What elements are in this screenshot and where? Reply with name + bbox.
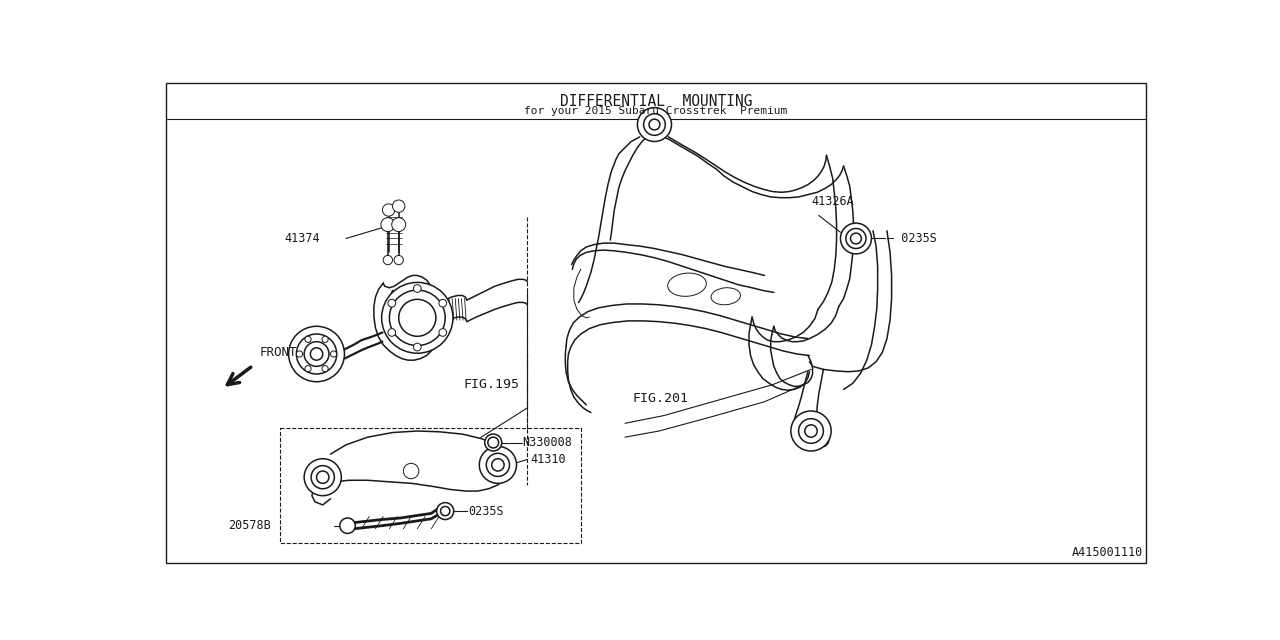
Text: 0235S: 0235S [468, 504, 504, 518]
Circle shape [297, 351, 302, 357]
Circle shape [488, 437, 499, 448]
Circle shape [637, 108, 672, 141]
Circle shape [436, 502, 453, 520]
Text: for your 2015 Subaru Crosstrek  Premium: for your 2015 Subaru Crosstrek Premium [525, 106, 787, 116]
Circle shape [323, 365, 328, 372]
Text: — 0235S: — 0235S [887, 232, 937, 245]
Text: FRONT: FRONT [259, 346, 297, 360]
Circle shape [492, 459, 504, 471]
Circle shape [330, 351, 337, 357]
Circle shape [392, 218, 406, 232]
Circle shape [841, 223, 872, 254]
Circle shape [289, 326, 344, 381]
Circle shape [791, 411, 831, 451]
Text: A415001110: A415001110 [1071, 546, 1143, 559]
Circle shape [393, 200, 404, 212]
Text: 41326A: 41326A [812, 195, 854, 208]
Text: 41310: 41310 [530, 453, 566, 466]
Text: DIFFERENTIAL  MOUNTING: DIFFERENTIAL MOUNTING [559, 93, 753, 109]
Circle shape [486, 453, 509, 476]
Circle shape [799, 419, 823, 444]
Circle shape [846, 228, 867, 248]
Circle shape [388, 328, 396, 336]
Circle shape [394, 255, 403, 265]
Circle shape [383, 204, 394, 216]
Circle shape [381, 282, 453, 353]
Circle shape [305, 365, 311, 372]
Circle shape [644, 114, 666, 135]
Circle shape [297, 334, 337, 374]
Bar [280, 428, 581, 543]
Circle shape [398, 300, 436, 336]
Circle shape [310, 348, 323, 360]
Circle shape [316, 471, 329, 483]
Text: N330008: N330008 [522, 436, 572, 449]
Circle shape [305, 336, 311, 342]
Text: 41374: 41374 [284, 232, 320, 245]
Circle shape [389, 290, 445, 346]
Circle shape [323, 336, 328, 342]
Circle shape [413, 343, 421, 351]
Circle shape [388, 300, 396, 307]
Circle shape [413, 285, 421, 292]
Circle shape [305, 342, 329, 366]
Circle shape [485, 434, 502, 451]
Circle shape [649, 119, 660, 130]
Text: 20578B: 20578B [228, 519, 271, 532]
Circle shape [440, 506, 449, 516]
Circle shape [403, 463, 419, 479]
Circle shape [850, 233, 861, 244]
Circle shape [479, 447, 517, 483]
Polygon shape [312, 431, 512, 505]
Circle shape [439, 300, 447, 307]
Circle shape [311, 466, 334, 489]
Circle shape [305, 459, 342, 496]
Text: FIG.201: FIG.201 [632, 392, 689, 405]
Circle shape [383, 255, 393, 265]
Circle shape [381, 218, 394, 232]
Circle shape [805, 425, 817, 437]
Circle shape [339, 518, 356, 533]
Text: FIG.195: FIG.195 [463, 378, 520, 391]
Circle shape [439, 328, 447, 336]
